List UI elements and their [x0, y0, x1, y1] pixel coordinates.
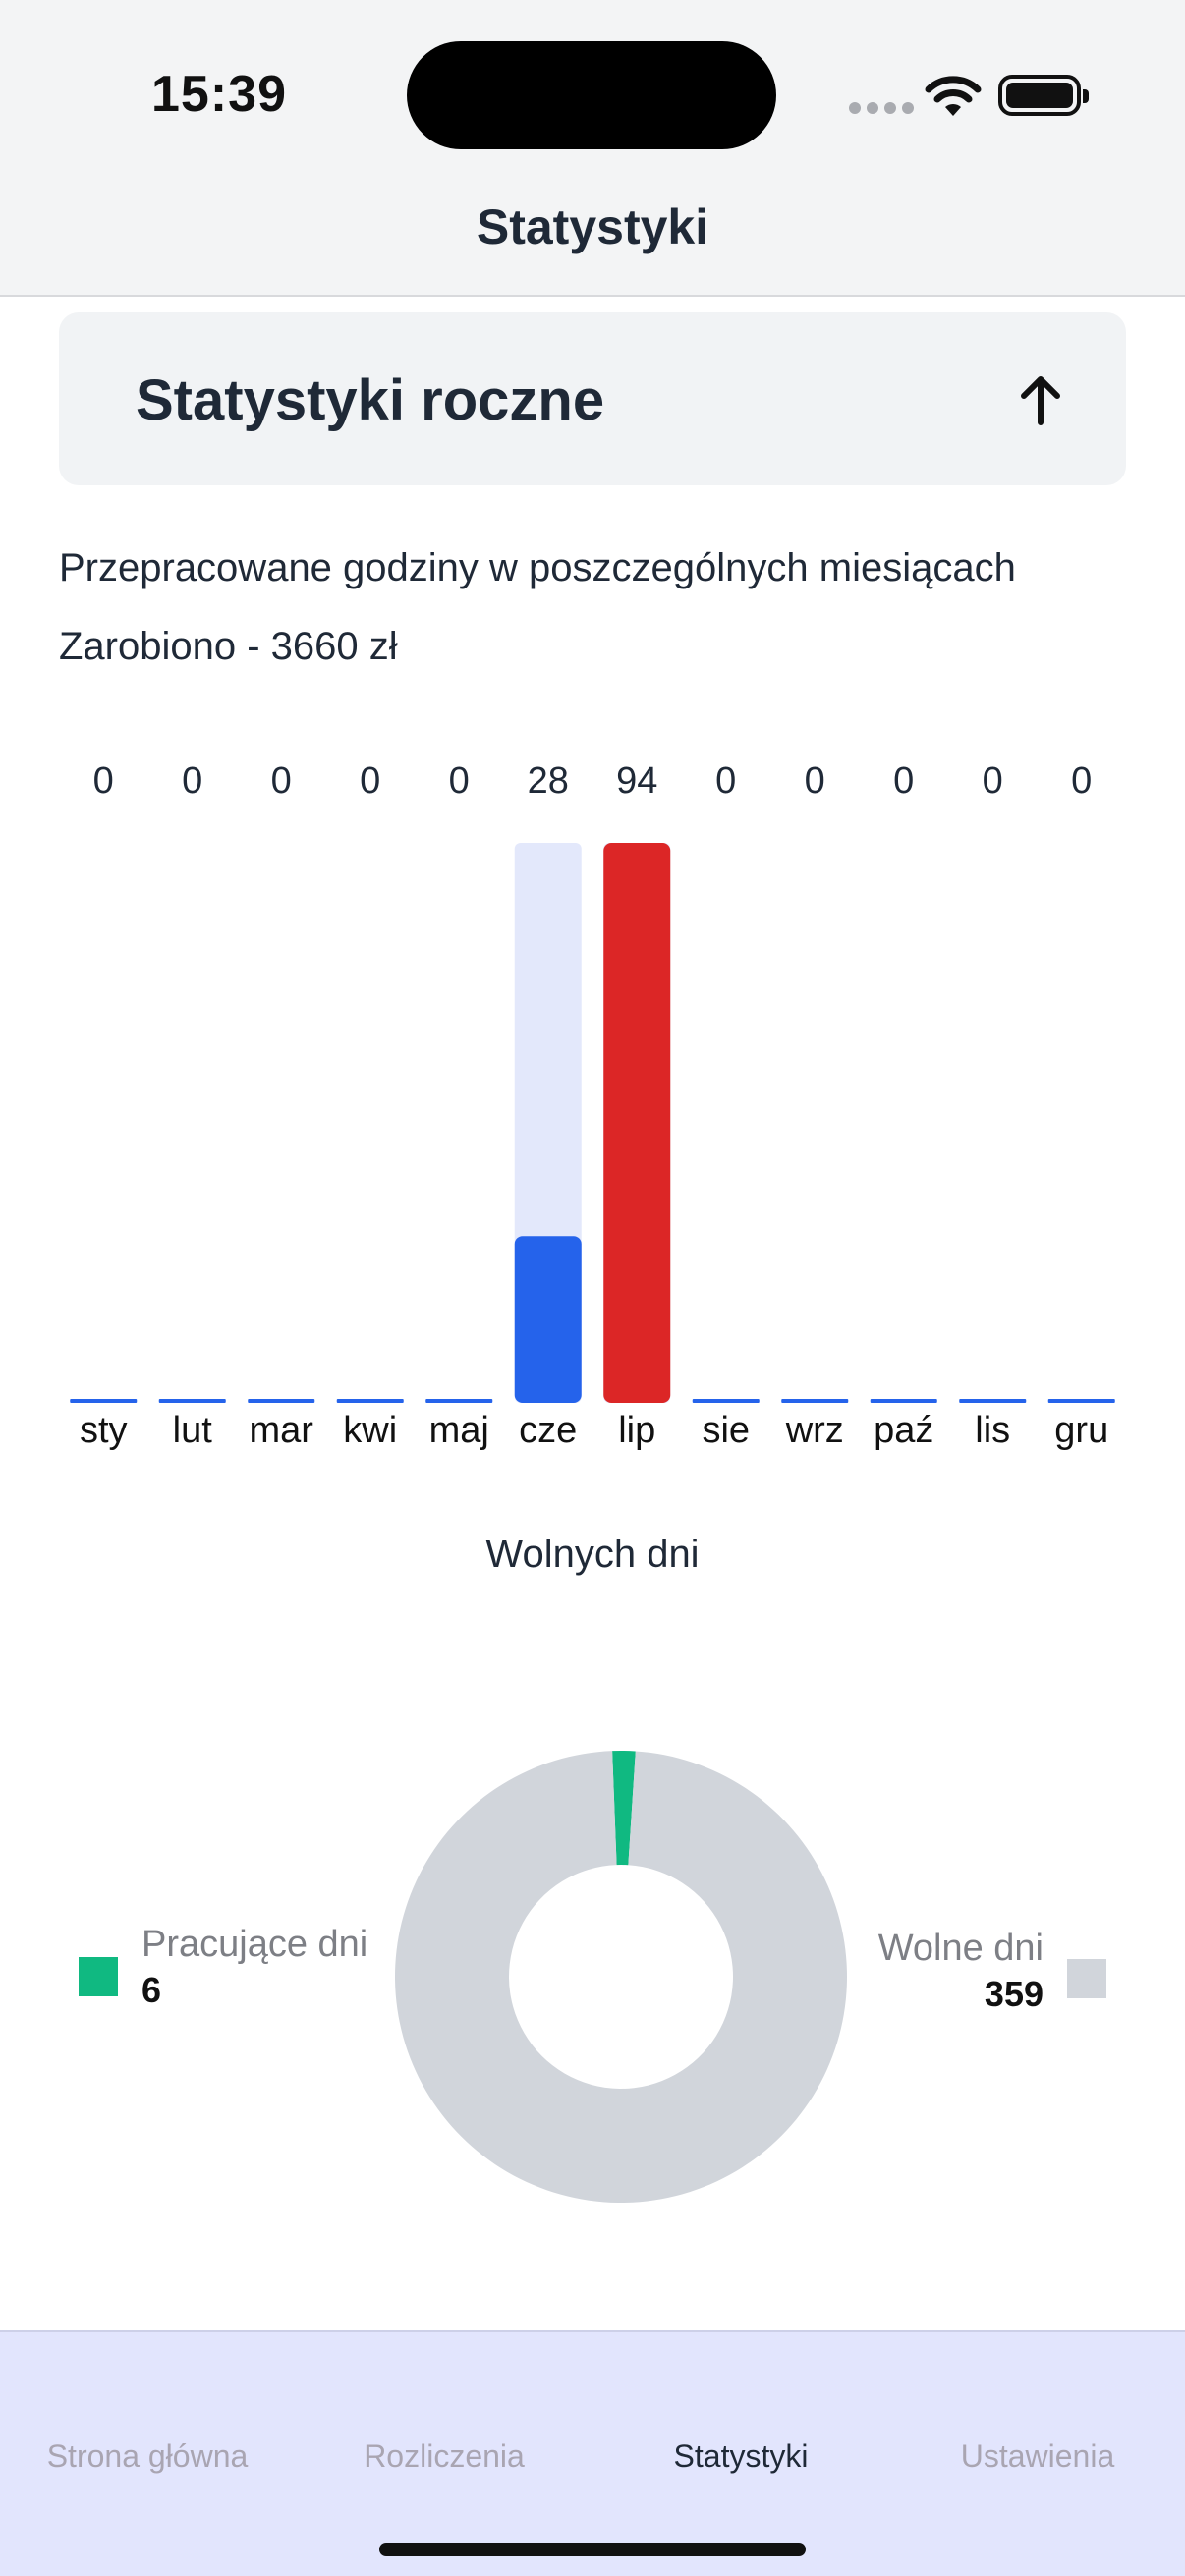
battery-icon	[998, 75, 1089, 116]
page-title: Statystyki	[476, 199, 709, 254]
nav-settlements[interactable]: Rozliczenia	[364, 2438, 525, 2474]
bar-category-label: maj	[429, 1410, 489, 1451]
bar-category-label: gru	[1054, 1410, 1108, 1451]
bar	[692, 1399, 760, 1403]
bar-value-label: 0	[360, 760, 380, 802]
bottom-nav: Strona główna Rozliczenia Statystyki Ust…	[0, 2330, 1185, 2576]
donut-slice	[612, 1751, 636, 1866]
legend-work-value: 6	[141, 1970, 162, 2010]
wifi-icon	[925, 76, 982, 116]
earned-summary: Zarobiono - 3660 zł	[59, 625, 398, 668]
legend-work-label: Pracujące dni	[141, 1924, 368, 1965]
home-indicator	[379, 2543, 806, 2556]
bar-category-label: lis	[975, 1410, 1010, 1451]
bar-category-label: kwi	[343, 1410, 397, 1451]
bar-value-label: 28	[528, 760, 569, 802]
bar-category-label: lip	[618, 1410, 655, 1451]
dynamic-island	[407, 41, 776, 149]
donut-title: Wolnych dni	[485, 1533, 700, 1576]
bar	[248, 1399, 315, 1403]
bar-value-label: 0	[449, 760, 470, 802]
donut-slice	[395, 1751, 847, 2203]
bar-category-label: lut	[173, 1410, 213, 1451]
bar-value-label: 0	[893, 760, 914, 802]
legend-work-swatch	[79, 1957, 118, 1996]
legend-free-value: 359	[984, 1974, 1044, 2014]
bar-value-label: 94	[616, 760, 657, 802]
legend-free-days: Wolne dni 359	[878, 1928, 1106, 2015]
arrow-up-icon[interactable]	[1016, 371, 1065, 426]
bar-category-label: sty	[80, 1410, 128, 1451]
bar-value-label: 0	[805, 760, 825, 802]
signal-icon	[849, 102, 914, 114]
bar-value-label: 0	[1071, 760, 1092, 802]
bar	[336, 1399, 404, 1403]
status-time: 15:39	[151, 66, 287, 123]
bar-category-label: mar	[250, 1410, 314, 1451]
bar	[603, 843, 671, 1403]
yearly-stats-accordion[interactable]: Statystyki roczne	[59, 312, 1126, 485]
bar-value-label: 0	[983, 760, 1003, 802]
legend-free-label: Wolne dni	[877, 1928, 1044, 1969]
bar-value-label: 0	[182, 760, 202, 802]
bar	[781, 1399, 849, 1403]
nav-home[interactable]: Strona główna	[46, 2438, 249, 2474]
legend-free-swatch	[1067, 1959, 1106, 1998]
bar	[514, 1236, 582, 1403]
top-bar: 15:39 Statystyki	[0, 0, 1185, 297]
legend-work-days: Pracujące dni 6	[79, 1924, 367, 2011]
bar	[70, 1399, 138, 1403]
nav-settings[interactable]: Ustawienia	[960, 2438, 1115, 2474]
bar	[959, 1399, 1027, 1403]
accordion-title: Statystyki roczne	[136, 368, 605, 432]
bar	[1047, 1399, 1115, 1403]
bar-category-label: sie	[702, 1410, 750, 1451]
monthly-hours-bar-chart: 0 sty 0 lut 0 mar 0 kwi 0 maj 28 cze 94 lip 0 sie 0 wrz 0 p…	[70, 760, 1115, 1451]
bar	[158, 1399, 226, 1403]
bar-value-label: 0	[93, 760, 114, 802]
bar-category-label: wrz	[785, 1410, 844, 1451]
nav-statistics[interactable]: Statystyki	[673, 2438, 809, 2474]
bar-value-label: 0	[715, 760, 736, 802]
bar-category-label: cze	[519, 1410, 577, 1451]
bar-category-label: paź	[874, 1410, 933, 1451]
bar-value-label: 0	[271, 760, 292, 802]
bar	[870, 1399, 937, 1403]
days-donut-chart	[395, 1751, 847, 2203]
bar	[425, 1399, 493, 1403]
hours-description: Przepracowane godziny w poszczególnych m…	[59, 546, 1016, 589]
